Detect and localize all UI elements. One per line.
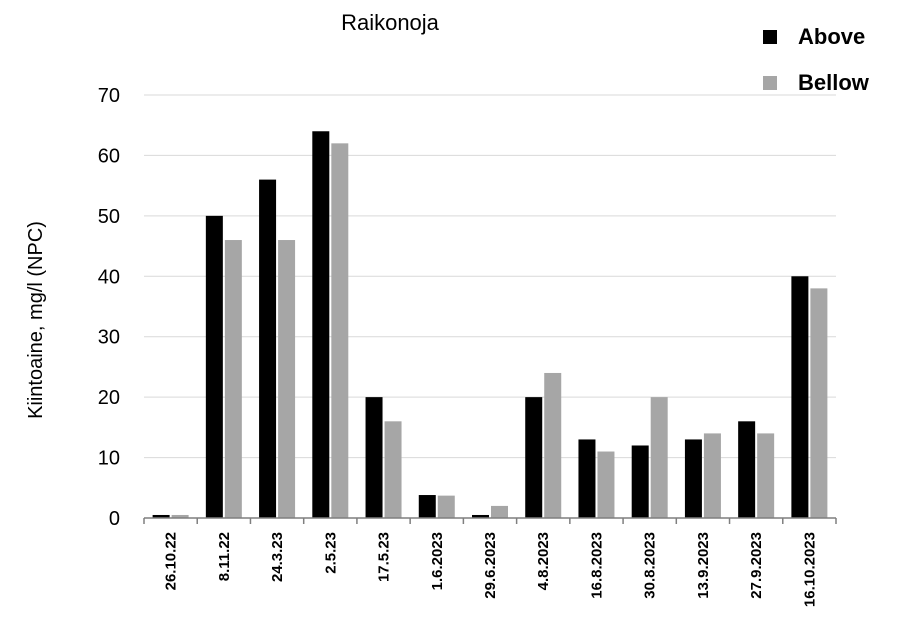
x-tick-label: 16.10.2023	[801, 532, 818, 607]
bar-above-7	[525, 397, 543, 518]
bar-above-8	[578, 439, 596, 518]
bar-bellow-3	[331, 143, 349, 519]
x-axis-tick-labels: 26.10.22 8.11.22 24.3.23 2.5.23 17.5.23 1.6.2…	[163, 532, 819, 607]
y-axis-label: Kiintoaine, mg/l (NPC)	[25, 221, 47, 419]
x-tick-label: 26.10.22	[163, 532, 180, 590]
x-tick-label: 2.5.23	[322, 532, 339, 574]
bar-bellow-8	[597, 451, 615, 518]
y-tick-label: 70	[98, 85, 120, 107]
y-axis-tick-labels: 0 10 20 30 40 50 60 70	[98, 85, 120, 530]
x-tick-label: 30.8.2023	[642, 532, 659, 599]
bar-above-0	[152, 514, 170, 518]
chart-title: Raikonoja	[341, 10, 440, 35]
x-tick-label: 13.9.2023	[695, 532, 712, 599]
gridlines	[144, 94, 836, 459]
legend-swatch-bellow	[763, 76, 777, 90]
bar-bellow-9	[650, 397, 668, 518]
bar-bellow-7	[544, 372, 562, 518]
bar-bellow-2	[278, 240, 296, 518]
bars	[152, 131, 828, 519]
bar-above-5	[418, 495, 436, 518]
x-tick-label: 17.5.23	[376, 532, 393, 582]
y-tick-label: 50	[98, 206, 120, 228]
bar-above-11	[738, 421, 756, 518]
x-tick-label: 27.9.2023	[748, 532, 765, 599]
legend-label-above: Above	[798, 24, 865, 49]
bar-above-1	[205, 215, 223, 518]
bar-above-6	[472, 514, 489, 518]
bar-above-9	[631, 445, 649, 518]
y-tick-label: 0	[109, 508, 120, 530]
legend: Above Bellow	[763, 24, 870, 95]
x-tick-label: 29.6.2023	[482, 532, 499, 599]
x-tick-label: 1.6.2023	[429, 532, 446, 590]
y-tick-label: 20	[98, 387, 120, 409]
bar-above-10	[684, 439, 702, 518]
x-tick-label: 8.11.22	[216, 532, 233, 581]
y-tick-label: 30	[98, 327, 120, 349]
bar-bellow-1	[224, 240, 242, 518]
bar-bellow-10	[703, 433, 721, 518]
bar-bellow-4	[384, 421, 402, 518]
bar-bellow-11	[757, 433, 775, 518]
y-tick-label: 10	[98, 448, 120, 470]
x-tick-label: 16.8.2023	[588, 532, 605, 599]
bar-above-12	[791, 276, 809, 518]
bar-bellow-12	[810, 288, 828, 518]
bar-above-3	[312, 131, 330, 518]
bar-bellow-5	[437, 495, 455, 518]
legend-swatch-above	[763, 30, 777, 44]
bar-above-2	[259, 179, 277, 518]
bar-bellow-0	[171, 514, 189, 518]
x-tick-label: 4.8.2023	[535, 532, 552, 590]
y-tick-label: 40	[98, 266, 120, 288]
bar-bellow-6	[491, 505, 508, 518]
x-axis-ticks	[143, 518, 837, 524]
legend-label-bellow: Bellow	[798, 70, 870, 95]
x-tick-label: 24.3.23	[269, 532, 286, 582]
bar-above-4	[365, 397, 383, 518]
y-tick-label: 60	[98, 145, 120, 167]
